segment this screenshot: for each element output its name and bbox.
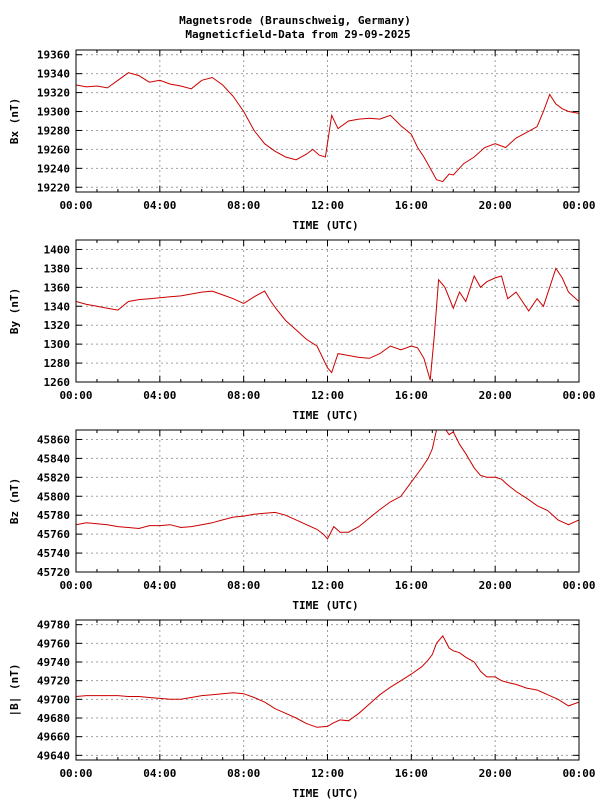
panel-1-x-tick-label: 12:00 <box>311 199 344 212</box>
panel-4-x-tick-label: 20:00 <box>479 767 512 780</box>
panel-4-plot-frame <box>75 619 580 761</box>
panel-1-y-tick-label: 19300 <box>37 106 70 119</box>
panel-4-x-tick-label: 00:00 <box>562 767 595 780</box>
panel-4-y-tick-label: 49780 <box>37 619 70 632</box>
panel-1-series-line <box>76 72 579 183</box>
panel-2-y-tick-label: 1380 <box>44 262 71 275</box>
panel-4-y-tick-label: 49660 <box>37 731 70 744</box>
panel-4-y-tick-label: 49700 <box>37 693 70 706</box>
panel-4-x-tick-label: 04:00 <box>143 767 176 780</box>
panel-4-x-axis-label: TIME (UTC) <box>292 787 358 800</box>
panel-2-x-tick-label: 04:00 <box>143 389 176 402</box>
panel-1-y-tick-label: 19260 <box>37 143 70 156</box>
panel-2-y-tick-label: 1400 <box>44 243 71 256</box>
panel-4-series-line <box>76 635 579 728</box>
panel-4-x-tick-label: 08:00 <box>227 767 260 780</box>
panel-3-x-tick-label: 20:00 <box>479 579 512 592</box>
panel-1-y-tick-label: 19220 <box>37 181 70 194</box>
panel-2-y-axis-label: By (nT) <box>8 288 21 334</box>
panel-3-x-tick-label: 00:00 <box>59 579 92 592</box>
panel-3-y-tick-label: 45740 <box>37 547 70 560</box>
panel-3-y-tick-label: 45720 <box>37 566 70 579</box>
panel-2-x-axis-label: TIME (UTC) <box>292 409 358 422</box>
panel-4-y-tick-label: 49760 <box>37 637 70 650</box>
panel-3-y-tick-label: 45820 <box>37 471 70 484</box>
chart-title-line1: Magnetsrode (Braunschweig, Germany) <box>179 14 411 27</box>
panel-1-x-tick-label: 08:00 <box>227 199 260 212</box>
panel-3-y-tick-label: 45860 <box>37 433 70 446</box>
panel-4-y-tick-label: 49740 <box>37 656 70 669</box>
panel-3-x-tick-label: 12:00 <box>311 579 344 592</box>
panel-2-x-tick-label: 16:00 <box>395 389 428 402</box>
panel-4-y-tick-label: 49720 <box>37 675 70 688</box>
panel-1-x-tick-label: 16:00 <box>395 199 428 212</box>
panel-3-x-axis-label: TIME (UTC) <box>292 599 358 612</box>
panel-4-y-tick-label: 49680 <box>37 712 70 725</box>
panel-3-x-tick-label: 04:00 <box>143 579 176 592</box>
panel-2-y-tick-label: 1300 <box>44 338 71 351</box>
panel-3-y-axis-label: Bz (nT) <box>8 478 21 524</box>
panel-1-plot-frame <box>75 49 580 193</box>
panel-4-y-axis-label: |B| (nT) <box>8 664 21 717</box>
panel-3-y-tick-label: 45800 <box>37 490 70 503</box>
panel-2-y-tick-label: 1320 <box>44 319 71 332</box>
panel-4-x-tick-label: 00:00 <box>59 767 92 780</box>
panel-1-x-tick-label: 04:00 <box>143 199 176 212</box>
panel-1-y-tick-label: 19340 <box>37 68 70 81</box>
panel-4-x-tick-label: 12:00 <box>311 767 344 780</box>
panel-2-series-line <box>76 267 579 381</box>
panel-1-x-axis-label: TIME (UTC) <box>292 219 358 232</box>
panel-1-x-tick-label: 00:00 <box>562 199 595 212</box>
panel-2-x-tick-label: 08:00 <box>227 389 260 402</box>
panel-3-y-tick-label: 45840 <box>37 452 70 465</box>
panel-3-x-tick-label: 08:00 <box>227 579 260 592</box>
panel-2-plot-frame <box>75 239 580 383</box>
chart-title-line2: Magneticfield-Data from 29-09-2025 <box>185 28 410 41</box>
panel-3-x-tick-label: 00:00 <box>562 579 595 592</box>
panel-2-x-tick-label: 00:00 <box>59 389 92 402</box>
panel-3-plot-frame <box>75 429 580 573</box>
panel-2-y-tick-label: 1340 <box>44 300 71 313</box>
panel-4-x-tick-label: 16:00 <box>395 767 428 780</box>
panel-1-y-tick-label: 19320 <box>37 87 70 100</box>
panel-3-x-tick-label: 16:00 <box>395 579 428 592</box>
panel-3-series-line <box>76 430 579 540</box>
panel-1-x-tick-label: 20:00 <box>479 199 512 212</box>
panel-3-y-tick-label: 45760 <box>37 528 70 541</box>
panel-1-y-tick-label: 19360 <box>37 49 70 62</box>
panel-4-y-tick-label: 49640 <box>37 749 70 762</box>
panel-2-y-tick-label: 1280 <box>44 357 71 370</box>
panel-2-x-tick-label: 20:00 <box>479 389 512 402</box>
panel-3-y-tick-label: 45780 <box>37 509 70 522</box>
panel-2-x-tick-label: 00:00 <box>562 389 595 402</box>
panel-2-x-tick-label: 12:00 <box>311 389 344 402</box>
panel-1-x-tick-label: 00:00 <box>59 199 92 212</box>
panel-2-y-tick-label: 1260 <box>44 376 71 389</box>
panel-1-y-axis-label: Bx (nT) <box>8 98 21 144</box>
panel-1-y-tick-label: 19280 <box>37 124 70 137</box>
panel-1-y-tick-label: 19240 <box>37 162 70 175</box>
panel-2-y-tick-label: 1360 <box>44 281 71 294</box>
